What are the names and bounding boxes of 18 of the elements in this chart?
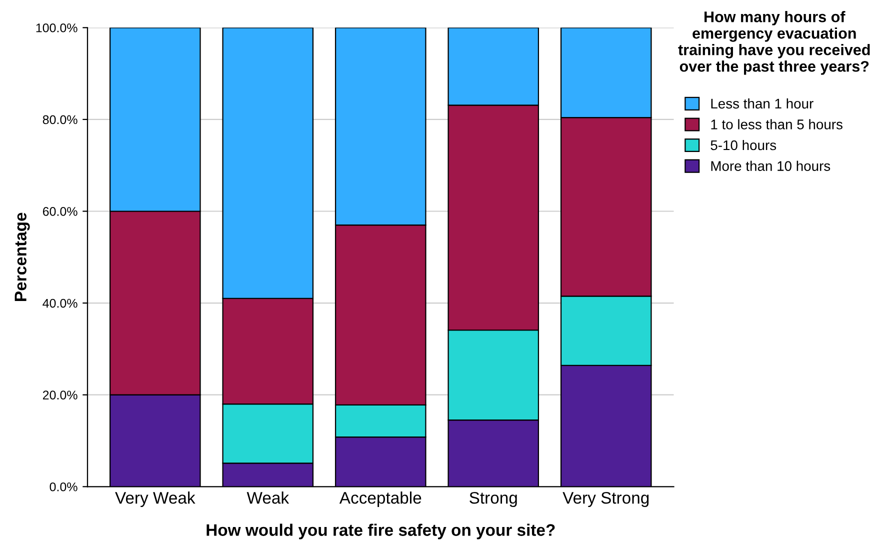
y-tick-label: 40.0% [42,298,78,308]
y-tick-label: 60.0% [42,207,78,216]
x-tick-label: Very Strong [562,492,649,508]
legend-label: More than 10 hours [711,160,830,171]
y-tick-label: 80.0% [42,115,78,124]
legend-label: 1 to less than 5 hours [711,119,842,130]
y-axis-title: Percentage [14,212,30,301]
legend-label: 5-10 hours [710,140,776,150]
legend-label: Less than 1 hour [711,98,814,109]
y-tick-label: 20.0% [42,390,78,400]
x-axis-title: How would you rate fire safety on your site? [206,524,555,540]
x-tick-label: Very Weak [115,492,196,508]
y-tick-label: 0.0% [50,482,78,492]
x-tick-label: Acceptable [339,492,422,508]
x-tick-label: Weak [246,492,290,504]
x-tick-label: Strong [470,492,517,508]
y-tick-label: 100.0% [36,23,78,32]
legend-title: How many hours of emergency evacuation training have you received over the past three years? [678,11,870,75]
